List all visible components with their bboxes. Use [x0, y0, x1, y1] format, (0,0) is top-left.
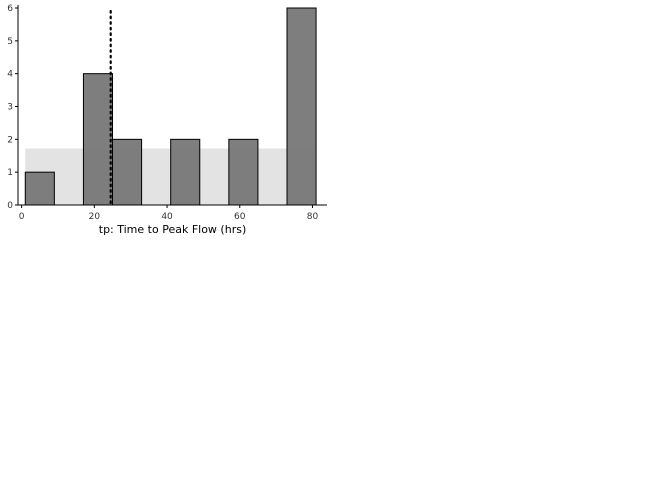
x-tick-label-20: 20: [89, 212, 101, 222]
x-tick-label-0: 0: [19, 212, 25, 222]
y-tick-label-0: 0: [7, 201, 13, 211]
y-tick-label-6: 6: [7, 4, 13, 14]
histogram-bar-5: [228, 138, 259, 206]
histogram-bar-2: [82, 73, 114, 206]
histogram-bar-4: [170, 138, 201, 206]
y-tick-label-4: 4: [7, 70, 13, 80]
histogram-bar-3: [112, 138, 143, 206]
x-tick-label-40: 40: [161, 212, 173, 222]
bars-layer: [24, 7, 317, 206]
x-tick-label-80: 80: [307, 212, 319, 222]
histogram-bar-6: [286, 7, 317, 206]
x-tick-label-60: 60: [234, 212, 246, 222]
y-tick-label-5: 5: [7, 37, 13, 47]
histogram-bar-1: [24, 171, 55, 206]
y-tick-label-1: 1: [7, 168, 13, 178]
x-axis-label: tp: Time to Peak Flow (hrs): [99, 223, 247, 236]
y-tick-label-2: 2: [7, 135, 13, 145]
y-tick-label-3: 3: [7, 103, 13, 113]
